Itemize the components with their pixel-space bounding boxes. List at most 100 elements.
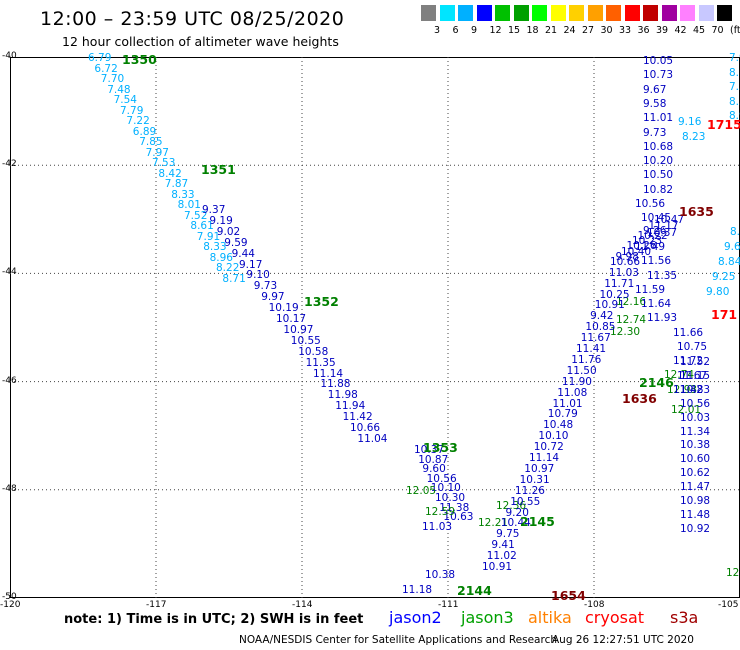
wave-height-value: 8.33 <box>203 241 227 253</box>
wave-height-value: 10.44 <box>500 517 531 530</box>
wave-height-value: 8.84 <box>718 256 740 268</box>
wave-height-value: 11.14 <box>313 367 344 380</box>
wave-height-value: 10.62 <box>680 467 711 480</box>
wave-height-value: 12.01 <box>671 404 702 416</box>
color-scale-swatch <box>680 5 695 21</box>
wave-height-value: 12.30 <box>610 326 641 338</box>
wave-height-value: 10.56 <box>426 472 457 485</box>
wave-height-value: 10.66 <box>610 256 641 268</box>
wave-height-value: 9.58 <box>643 97 667 110</box>
wave-height-value: 7.98 <box>729 52 740 64</box>
satellite-legend-jason3: jason3 <box>461 608 514 627</box>
color-scale-swatch <box>624 5 640 21</box>
wave-height-value: 11.67 <box>580 332 611 345</box>
latitude-label: -44 <box>2 267 17 278</box>
wave-height-value: 10.87 <box>418 453 449 466</box>
wave-height-value: 10.60 <box>680 453 711 466</box>
wave-height-value: 11.59 <box>635 283 666 296</box>
color-scale-label: 36 <box>637 25 650 36</box>
longitude-label: -111 <box>438 600 459 610</box>
wave-height-value: 11.01 <box>552 397 583 410</box>
wave-height-value: 10.68 <box>643 140 674 153</box>
wave-height-value: 11.38 <box>439 501 470 514</box>
wave-height-value: 12.16 <box>616 296 647 308</box>
wave-height-value: 9.19 <box>209 214 233 227</box>
wave-height-value: 11.72 <box>673 355 704 368</box>
color-scale-label: 39 <box>656 25 669 36</box>
wave-height-value: 11.03 <box>608 266 639 279</box>
wave-height-value: 11.01 <box>643 112 674 125</box>
wave-height-value: 10.97 <box>524 462 555 475</box>
pass-time-label: 2144 <box>457 583 492 598</box>
color-scale-label: 18 <box>526 25 539 36</box>
wave-height-value: 9.26 <box>643 224 667 237</box>
color-scale-label: 12 <box>489 25 502 36</box>
wave-height-value: 10.38 <box>680 439 711 452</box>
color-scale-label: 33 <box>619 25 632 36</box>
wave-height-value: 8.98 <box>729 110 740 122</box>
pass-time-label: 1351 <box>201 162 236 177</box>
wave-height-value: 8.22 <box>216 262 240 274</box>
wave-height-value: 7.85 <box>139 136 163 148</box>
wave-height-value: 11.64 <box>641 298 672 311</box>
satellite-legend-cryosat: cryosat <box>585 608 645 627</box>
wave-height-value: 9.25 <box>712 271 736 283</box>
wave-height-value: 10.31 <box>519 473 550 486</box>
color-scale-swatch <box>495 5 510 21</box>
wave-height-value: 11.67 <box>677 369 708 382</box>
pass-time-label: 1636 <box>622 391 657 406</box>
satellite-legend-s3a: s3a <box>670 608 699 627</box>
color-scale-swatch <box>421 5 436 21</box>
wave-height-value: 8.61 <box>190 220 214 232</box>
wave-height-value: 10.45 <box>641 212 672 225</box>
wave-height-value: 11.50 <box>566 364 597 377</box>
wave-height-value: 9.44 <box>231 247 255 260</box>
pass-time-label: 1352 <box>304 294 339 309</box>
wave-height-value: 10.17 <box>276 313 307 325</box>
wave-height-value: 11.47 <box>680 481 711 494</box>
wave-height-value: 10.37 <box>414 444 445 456</box>
wave-height-value: 10.47 <box>654 214 685 227</box>
wave-height-value: 9.97 <box>261 291 285 304</box>
wave-height-value: 10.55 <box>510 495 541 508</box>
color-scale-swatch <box>476 5 492 21</box>
wave-height-value: 10.10 <box>430 482 461 495</box>
wave-height-value: 7.79 <box>120 104 144 117</box>
wave-height-value: 9.17 <box>239 258 263 271</box>
wave-height-value: 11.02 <box>486 550 517 563</box>
color-scale-swatch <box>550 5 566 21</box>
wave-height-value: 10.83 <box>680 383 711 396</box>
color-scale-label: 24 <box>563 25 576 36</box>
longitude-label: -105 <box>718 600 739 610</box>
wave-height-value: 10.58 <box>298 345 329 358</box>
wave-height-value: 10.22 <box>637 230 668 242</box>
wave-height-value: 11.03 <box>422 521 453 533</box>
color-scale-label: 42 <box>674 25 687 36</box>
wave-height-value: 10.82 <box>643 183 674 196</box>
wave-height-value: 11.48 <box>680 508 711 521</box>
wave-height-value: 10.19 <box>268 302 299 315</box>
units-note: note: 1) Time is in UTC; 2) SWH is in fe… <box>64 612 364 627</box>
longitude-label: -108 <box>584 600 605 610</box>
wave-height-value: 11.49 <box>635 240 666 253</box>
wave-height-value: 9.41 <box>491 539 515 552</box>
pass-time-label: 1635 <box>679 204 714 219</box>
footer-credit: NOAA/NESDIS Center for Satellite Applica… <box>239 634 557 646</box>
wave-height-value: 10.91 <box>594 299 625 312</box>
wave-height-value: 11.76 <box>571 353 602 366</box>
wave-height-value: 11.52 <box>680 356 711 368</box>
wave-height-value: 9.10 <box>246 269 270 282</box>
pass-time-label: 1654 <box>551 588 586 603</box>
wave-height-value: 10.20 <box>643 155 674 168</box>
color-scale-label: 9 <box>471 25 478 36</box>
wave-height-value: 10.91 <box>482 561 513 573</box>
wave-height-value: 10.40 <box>621 245 652 258</box>
color-scale-label: 15 <box>508 25 521 36</box>
wave-height-value: 7.54 <box>113 94 137 106</box>
latitude-label: -46 <box>2 375 17 386</box>
wave-height-value: 10.75 <box>677 341 708 353</box>
wave-height-value: 10.25 <box>599 288 630 301</box>
wave-height-value: 9.80 <box>706 286 730 298</box>
wave-height-value: 8.71 <box>222 272 246 285</box>
color-scale-swatch <box>458 5 473 21</box>
